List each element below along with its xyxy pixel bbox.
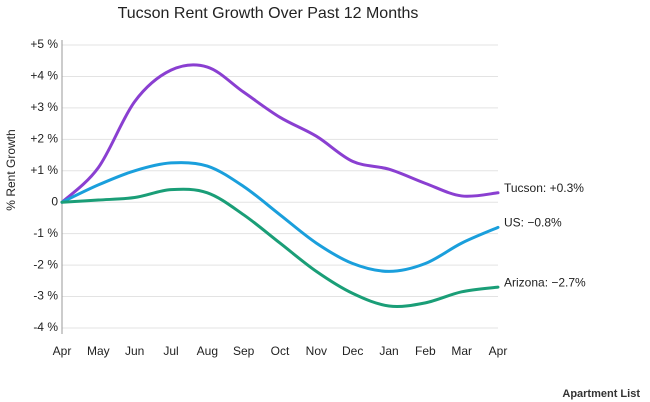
footer-logo: Apartment List bbox=[562, 388, 640, 400]
series-line bbox=[60, 63, 500, 204]
x-tick-label: Mar bbox=[451, 344, 472, 358]
y-tick-label: -4 % bbox=[33, 320, 58, 334]
x-tick-label: Apr bbox=[53, 344, 72, 358]
x-tick-label: Jun bbox=[125, 344, 144, 358]
y-tick-label: 0 bbox=[51, 194, 58, 208]
x-tick-label: May bbox=[87, 344, 110, 358]
x-tick-label: Sep bbox=[233, 344, 255, 358]
x-tick-label: Feb bbox=[415, 344, 436, 358]
y-tick-label: +2 % bbox=[30, 132, 58, 146]
y-tick-label: +4 % bbox=[30, 69, 58, 83]
series-end-label: US: −0.8% bbox=[504, 216, 562, 230]
y-tick-label: -3 % bbox=[33, 289, 58, 303]
x-tick-label: Jul bbox=[163, 344, 178, 358]
y-tick-label: +5 % bbox=[30, 37, 58, 51]
series-end-label: Arizona: −2.7% bbox=[504, 275, 586, 289]
chart-title: Tucson Rent Growth Over Past 12 Months bbox=[118, 5, 419, 22]
y-tick-label: +3 % bbox=[30, 100, 58, 114]
x-tick-label: Dec bbox=[342, 344, 363, 358]
y-tick-label: -2 % bbox=[33, 257, 58, 271]
series-line bbox=[60, 161, 500, 273]
x-tick-label: Oct bbox=[271, 344, 290, 358]
x-tick-label: Apr bbox=[489, 344, 508, 358]
x-tick-label: Nov bbox=[306, 344, 327, 358]
series-line bbox=[60, 187, 500, 308]
y-tick-label: -1 % bbox=[33, 226, 58, 240]
series-end-label: Tucson: +0.3% bbox=[504, 181, 584, 195]
x-tick-label: Jan bbox=[379, 344, 398, 358]
y-axis-label: % Rent Growth bbox=[4, 129, 18, 210]
x-tick-label: Aug bbox=[197, 344, 218, 358]
y-tick-label: +1 % bbox=[30, 163, 58, 177]
